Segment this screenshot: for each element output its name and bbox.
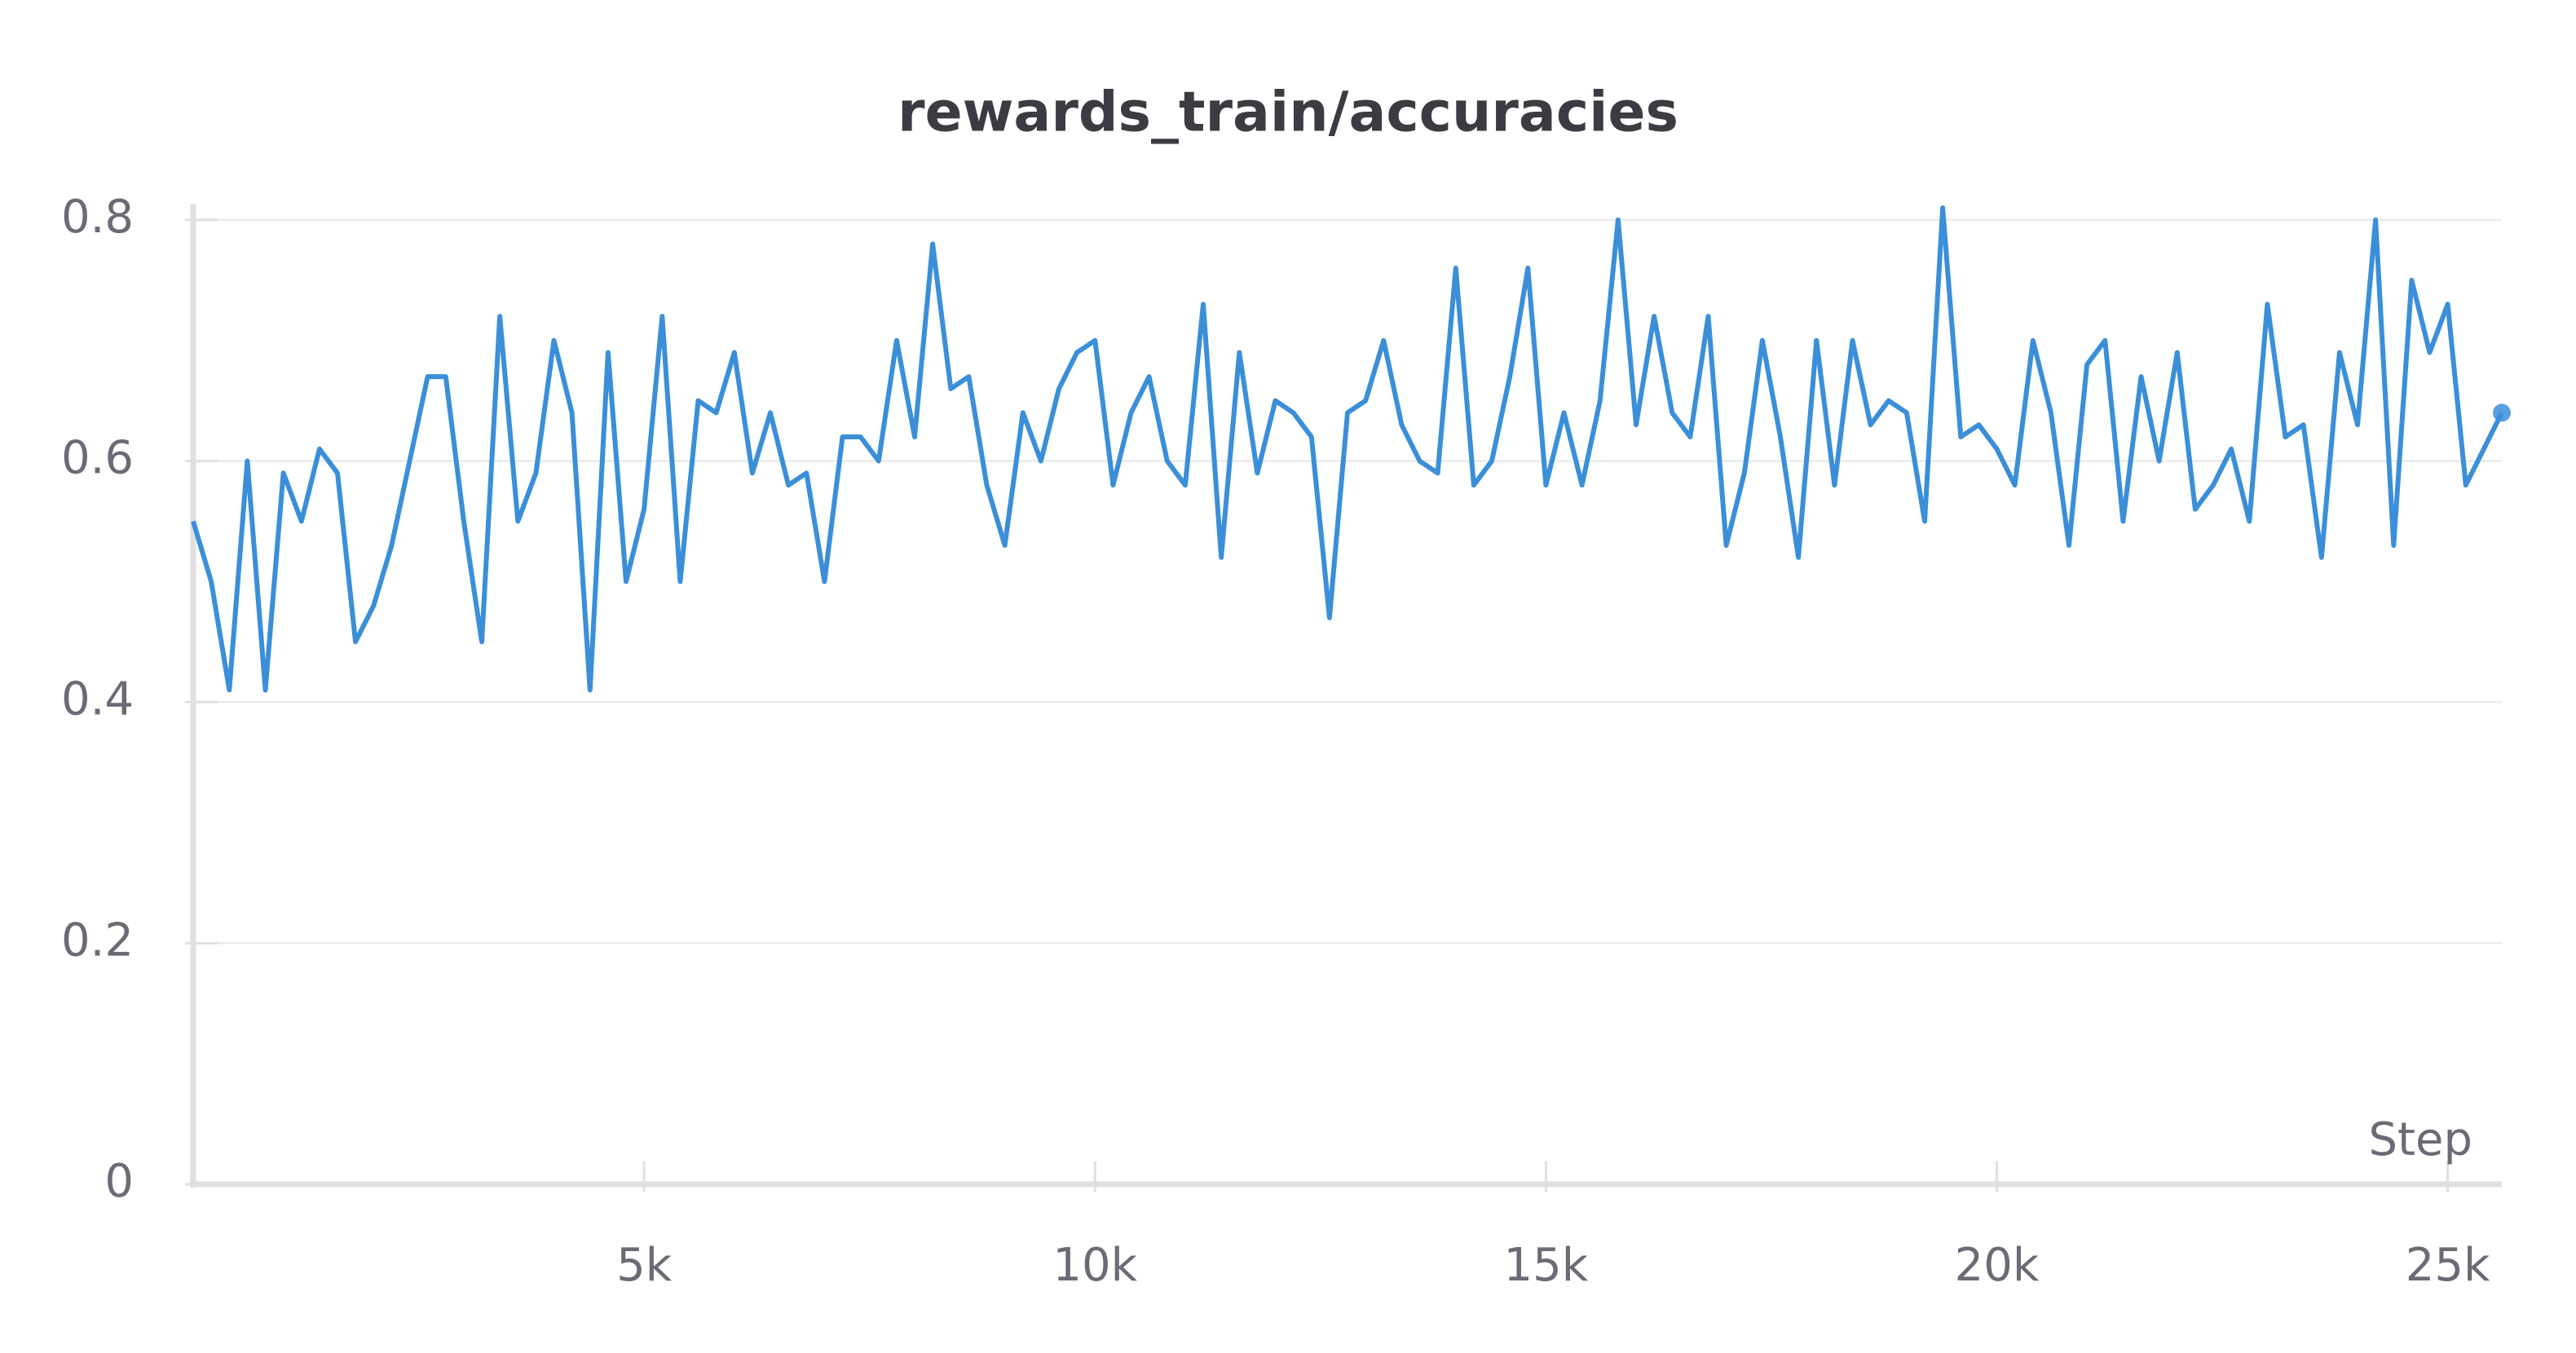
end-dot (2493, 403, 2511, 422)
x-tick-label: 20k (1955, 1239, 2040, 1292)
x-tick-label: 15k (1504, 1239, 1589, 1292)
y-tick-label: 0 (104, 1155, 134, 1208)
x-tick-label: 10k (1052, 1239, 1137, 1292)
x-axis-label: Step (2368, 1113, 2472, 1166)
y-tick-label: 0.8 (61, 191, 134, 244)
x-tick-label: 5k (616, 1239, 673, 1292)
y-tick-label: 0.4 (61, 673, 134, 726)
x-tick-label: 25k (2406, 1239, 2490, 1292)
line (191, 205, 2504, 693)
y-tick-label: 0.6 (61, 432, 134, 485)
chart-title: rewards_train/accuracies (898, 81, 1678, 145)
y-tick-label: 0.2 (61, 914, 134, 967)
